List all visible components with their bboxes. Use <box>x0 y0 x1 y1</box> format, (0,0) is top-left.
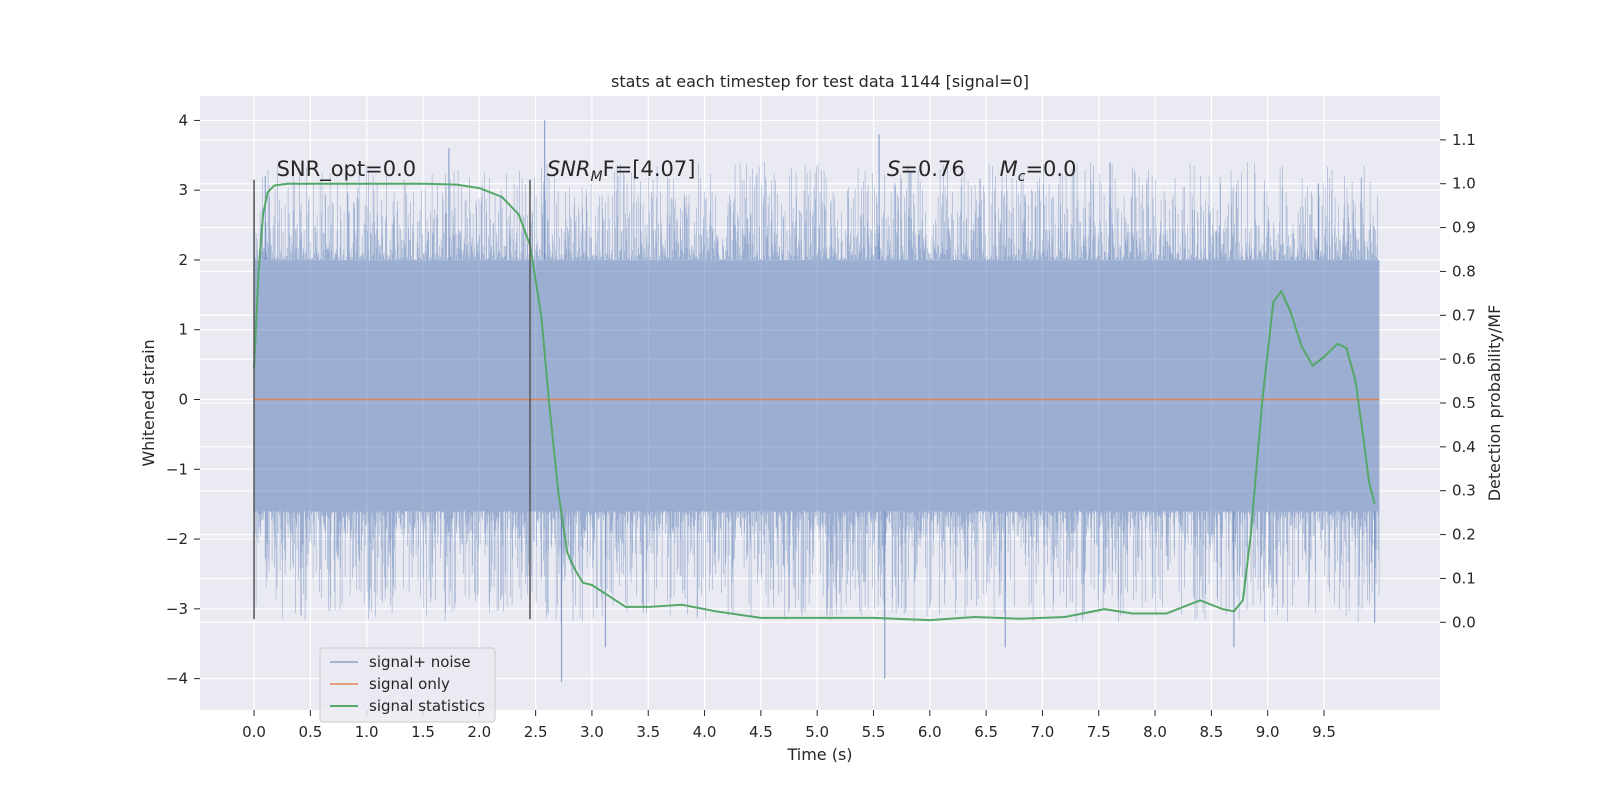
annotation-value: =0.0 <box>1025 157 1076 181</box>
x-tick-label: 6.5 <box>974 723 998 741</box>
y-left-tick-label: −3 <box>166 600 188 618</box>
y-right-axis-label: Detection probability/MF <box>1485 305 1504 502</box>
legend-label-signal-only: signal only <box>369 675 450 693</box>
legend-label-signal-statistics: signal statistics <box>369 697 485 715</box>
y-right-tick-label: 0.6 <box>1452 350 1476 368</box>
y-left-tick-label: 2 <box>178 251 188 269</box>
y-right-tick-label: 1.1 <box>1452 131 1476 149</box>
annotation-text: SNR_opt=0.0 <box>277 157 417 182</box>
x-tick-label: 3.0 <box>580 723 604 741</box>
x-axis-label: Time (s) <box>786 745 852 764</box>
signal-statistics-line <box>253 182 1376 622</box>
x-axis-ticks: 0.0 0.5 1.0 1.5 2.0 2.5 3.0 3.5 4.0 4.5 5.0 5.5 6.0 6… <box>242 710 1336 741</box>
y-right-tick-label: 0.2 <box>1452 526 1476 544</box>
y-left-tick-label: 1 <box>178 321 188 339</box>
x-tick-label: 3.5 <box>636 723 660 741</box>
y-left-tick-label: −2 <box>166 530 188 548</box>
x-tick-label: 1.5 <box>411 723 435 741</box>
y-left-axis-label: Whitened strain <box>139 339 158 466</box>
x-tick-label: 1.0 <box>355 723 379 741</box>
y-left-axis-ticks: 4 3 2 1 0 −1 −2 −3 −4 <box>166 111 200 688</box>
vertical-markers <box>253 179 531 620</box>
x-tick-label: 5.0 <box>805 723 829 741</box>
x-tick-label: 4.0 <box>693 723 717 741</box>
y-left-tick-label: −4 <box>166 670 188 688</box>
annotation-mc: Mc=0.0 <box>1000 157 1077 185</box>
x-tick-label: 0.0 <box>242 723 266 741</box>
y-left-tick-label: 4 <box>178 111 188 129</box>
annotation-subscript: M <box>591 169 603 185</box>
y-right-axis-ticks: 1.1 1.0 0.9 0.8 0.7 0.6 0.5 0.4 0.3 0.2 0.1 0.0 <box>1440 131 1476 631</box>
x-tick-label: 9.0 <box>1256 723 1280 741</box>
y-right-tick-label: 0.1 <box>1452 569 1476 587</box>
x-tick-label: 5.5 <box>862 723 886 741</box>
legend: signal+ noise signal only signal statist… <box>319 647 496 723</box>
chart-title: stats at each timestep for test data 114… <box>611 72 1029 91</box>
annotation-symbol: M <box>1000 157 1018 181</box>
y-right-tick-label: 0.4 <box>1452 438 1476 456</box>
x-tick-label: 8.5 <box>1199 723 1223 741</box>
y-right-tick-label: 1.0 <box>1452 175 1476 193</box>
y-left-tick-label: 0 <box>178 391 188 409</box>
legend-label-signal-noise: signal+ noise <box>369 653 471 671</box>
annotation-value: =0.76 <box>900 157 964 181</box>
annotation-snr-mf: SNRMF=[4.07] <box>547 157 696 185</box>
y-right-tick-label: 0.9 <box>1452 219 1476 237</box>
y-left-tick-label: 3 <box>178 181 188 199</box>
annotation-subscript: c <box>1018 169 1026 185</box>
y-right-tick-label: 0.5 <box>1452 394 1476 412</box>
annotations: SNR_opt=0.0 SNRMF=[4.07] S=0.76 Mc=0.0 <box>277 157 1077 185</box>
annotation-symbol: S <box>887 157 900 181</box>
noise-series <box>253 120 1380 683</box>
y-right-tick-label: 0.7 <box>1452 306 1476 324</box>
y-right-tick-label: 0.3 <box>1452 482 1476 500</box>
annotation-s-stat: S=0.76 <box>887 157 965 181</box>
x-tick-label: 2.0 <box>467 723 491 741</box>
x-tick-label: 7.0 <box>1031 723 1055 741</box>
x-tick-label: 6.0 <box>918 723 942 741</box>
x-tick-label: 4.5 <box>749 723 773 741</box>
y-left-tick-label: −1 <box>166 460 188 478</box>
line-series <box>253 182 1380 622</box>
annotation-snr-opt: SNR_opt=0.0 <box>277 157 417 182</box>
y-right-tick-label: 0.8 <box>1452 262 1476 280</box>
annotation-value: F=[4.07] <box>603 157 696 181</box>
x-tick-label: 0.5 <box>298 723 322 741</box>
legend-box <box>319 647 496 723</box>
x-tick-label: 7.5 <box>1087 723 1111 741</box>
annotation-symbol: SNR <box>547 157 591 181</box>
x-tick-label: 2.5 <box>524 723 548 741</box>
x-tick-label: 8.0 <box>1143 723 1167 741</box>
y-right-tick-label: 0.0 <box>1452 613 1476 631</box>
x-tick-label: 9.5 <box>1312 723 1336 741</box>
